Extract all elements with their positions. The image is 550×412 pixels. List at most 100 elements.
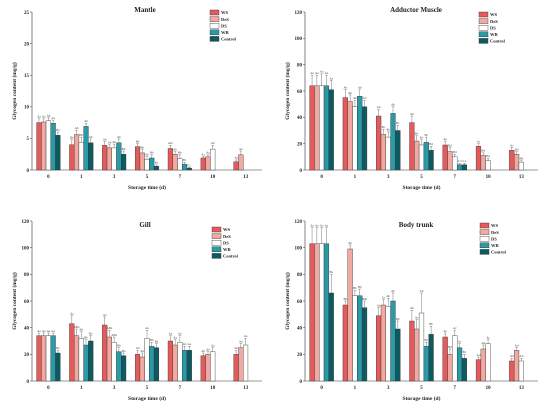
bar-des-day-10 (205, 354, 211, 382)
bar-des-day-3 (380, 134, 387, 171)
legend-swatch-des (479, 229, 490, 235)
significance-label: Bb (122, 147, 126, 151)
bar-ws-day-10 (200, 157, 206, 171)
bar-ds-day-13 (518, 360, 524, 382)
significance-label: Ab (206, 347, 210, 351)
significance-label: Ab (136, 346, 140, 350)
bar-ws-day-13 (509, 360, 515, 382)
significance-label: Ba (329, 270, 333, 274)
bar-ds-day-3 (385, 136, 391, 171)
bar-des-day-5 (414, 328, 420, 382)
significance-label: Ad (481, 341, 485, 345)
bar-ds-day-10 (210, 351, 216, 382)
significance-label: Aa (325, 71, 329, 75)
significance-label: Aa (37, 329, 41, 333)
chart-title: Body trunk (399, 221, 434, 229)
bar-control-day-5 (428, 334, 434, 382)
x-tick-label: 7 (179, 175, 182, 180)
bar-wr-day-3 (116, 351, 122, 382)
bar-ds-day-0 (45, 120, 51, 171)
significance-label: Aa (47, 329, 51, 333)
significance-label: Aa (244, 334, 248, 338)
significance-label: Aa (173, 335, 177, 339)
y-tick-label: 60 (297, 300, 303, 305)
bar-des-day-1 (73, 335, 80, 382)
bar-des-day-5 (139, 152, 145, 171)
y-tick-label: 15 (24, 74, 30, 79)
significance-label: Ab (211, 141, 215, 145)
bar-control-day-5 (428, 150, 434, 171)
significance-label: Aa (310, 71, 314, 75)
bar-ws-day-5 (134, 146, 141, 171)
chart-title: Mantle (134, 6, 155, 14)
significance-label: Ab (386, 294, 390, 298)
y-tick-label: 60 (297, 90, 303, 95)
legend-label-ds: DS (223, 240, 229, 245)
significance-label: Ab (420, 289, 424, 293)
bar-ws-day-3 (102, 145, 108, 171)
bar-control-day-3 (121, 355, 127, 382)
significance-label: Aa (42, 329, 46, 333)
bar-ds-day-7 (177, 342, 183, 382)
bar-des-day-1 (347, 101, 353, 171)
x-tick-label: 5 (420, 386, 423, 391)
significance-label: Ad (519, 354, 523, 358)
x-tick-label: 3 (113, 386, 116, 391)
x-tick-label: 0 (47, 386, 50, 391)
bar-ws-day-13 (233, 354, 239, 382)
y-tick-label: 100 (295, 246, 303, 251)
legend-swatch-control (479, 249, 490, 255)
x-tick-label: 13 (243, 175, 249, 180)
significance-label: Ba (80, 327, 84, 331)
significance-label: Bc (155, 161, 159, 165)
significance-label: Bb (178, 151, 182, 155)
y-tick-label: 0 (27, 169, 30, 174)
x-tick-label: 0 (47, 175, 50, 180)
bar-ws-day-0 (309, 243, 315, 382)
bar-ds-day-1 (352, 295, 358, 382)
bar-des-day-3 (106, 336, 112, 382)
significance-label: Ba (89, 331, 93, 335)
significance-label: Ac (382, 295, 386, 299)
bar-wr-day-5 (149, 346, 155, 382)
bar-control-day-1 (88, 142, 94, 171)
bar-des-day-3 (380, 304, 387, 382)
bar-des-day-0 (41, 121, 47, 171)
significance-label: Ac (486, 335, 490, 339)
bar-des-day-1 (73, 134, 80, 171)
significance-label: Aa (211, 343, 215, 347)
x-tick-label: 10 (486, 386, 492, 391)
bar-ws-day-5 (409, 320, 415, 382)
y-tick-label: 80 (24, 273, 30, 278)
significance-label: Bb (396, 317, 400, 321)
x-tick-label: 5 (420, 175, 423, 180)
significance-label: Ab (391, 289, 395, 293)
bar-ds-day-5 (418, 144, 425, 171)
significance-label: Aa (310, 223, 314, 227)
significance-label: Aa (51, 329, 55, 333)
bar-wr-day-5 (149, 157, 155, 171)
legend-label-ds: DS (221, 23, 227, 28)
significance-label: Ab (107, 141, 111, 145)
significance-label: Aa (37, 115, 41, 119)
bar-wr-day-1 (357, 96, 363, 171)
x-tick-label: 13 (519, 386, 525, 391)
significance-label: Bc (420, 136, 424, 140)
legend-label-wr: WR (491, 243, 500, 248)
x-axis-label: Storage time (d) (403, 395, 441, 402)
significance-label: Bab (362, 297, 368, 301)
legend-label-des: DeS (223, 234, 231, 239)
bar-des-day-7 (447, 151, 453, 171)
bar-control-day-7 (186, 167, 192, 171)
bar-control-day-7 (461, 164, 467, 171)
significance-label: Aa (187, 342, 191, 346)
significance-label: Ab (358, 85, 362, 89)
bar-wr-day-7 (182, 164, 188, 171)
bar-ws-day-3 (376, 315, 382, 382)
bar-ws-day-10 (200, 355, 206, 382)
significance-label: Ab (377, 303, 381, 307)
significance-label: Bb (343, 297, 347, 301)
